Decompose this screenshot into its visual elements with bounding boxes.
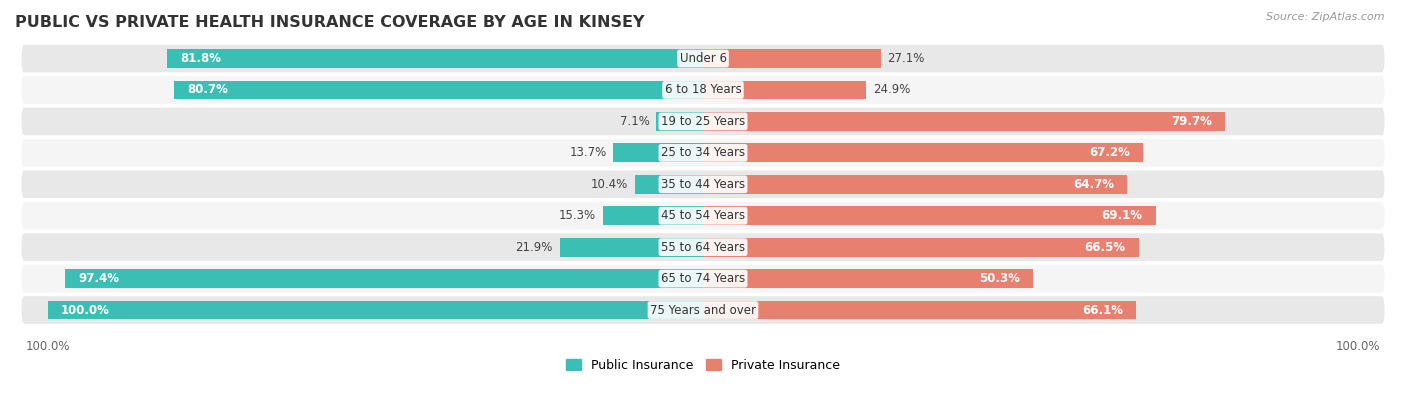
Text: 81.8%: 81.8% (180, 52, 221, 65)
Legend: Public Insurance, Private Insurance: Public Insurance, Private Insurance (561, 354, 845, 377)
Bar (167, 49, 703, 68)
Bar (636, 175, 703, 194)
Text: 6 to 18 Years: 6 to 18 Years (665, 83, 741, 97)
Text: 45 to 54 Years: 45 to 54 Years (661, 209, 745, 222)
Text: 97.4%: 97.4% (77, 272, 120, 285)
Text: 55 to 64 Years: 55 to 64 Years (661, 241, 745, 254)
Text: 13.7%: 13.7% (569, 146, 606, 159)
FancyBboxPatch shape (21, 171, 1385, 198)
Text: 66.1%: 66.1% (1083, 304, 1123, 316)
Bar (703, 81, 866, 100)
Text: 19 to 25 Years: 19 to 25 Years (661, 115, 745, 128)
FancyBboxPatch shape (21, 296, 1385, 324)
Bar (703, 206, 1156, 225)
Text: PUBLIC VS PRIVATE HEALTH INSURANCE COVERAGE BY AGE IN KINSEY: PUBLIC VS PRIVATE HEALTH INSURANCE COVER… (15, 15, 644, 30)
Bar (560, 238, 703, 256)
Bar (65, 269, 703, 288)
Bar (703, 175, 1128, 194)
Text: 21.9%: 21.9% (516, 241, 553, 254)
Bar (703, 269, 1032, 288)
Bar (174, 81, 703, 100)
Text: 27.1%: 27.1% (887, 52, 925, 65)
Bar (703, 143, 1143, 162)
Bar (703, 301, 1136, 320)
Text: 80.7%: 80.7% (187, 83, 228, 97)
Text: 100.0%: 100.0% (60, 304, 110, 316)
Text: 50.3%: 50.3% (979, 272, 1019, 285)
Text: 66.5%: 66.5% (1084, 241, 1126, 254)
FancyBboxPatch shape (21, 265, 1385, 292)
Bar (703, 49, 880, 68)
Text: 67.2%: 67.2% (1090, 146, 1130, 159)
Text: 65 to 74 Years: 65 to 74 Years (661, 272, 745, 285)
FancyBboxPatch shape (21, 76, 1385, 104)
Bar (603, 206, 703, 225)
Bar (703, 112, 1225, 131)
Bar (703, 238, 1139, 256)
Bar (613, 143, 703, 162)
Bar (48, 301, 703, 320)
FancyBboxPatch shape (21, 139, 1385, 167)
Text: 35 to 44 Years: 35 to 44 Years (661, 178, 745, 191)
FancyBboxPatch shape (21, 45, 1385, 72)
Text: Under 6: Under 6 (679, 52, 727, 65)
Text: 79.7%: 79.7% (1171, 115, 1212, 128)
Text: 64.7%: 64.7% (1073, 178, 1114, 191)
Text: 7.1%: 7.1% (620, 115, 650, 128)
Text: 25 to 34 Years: 25 to 34 Years (661, 146, 745, 159)
Text: Source: ZipAtlas.com: Source: ZipAtlas.com (1267, 12, 1385, 22)
Text: 75 Years and over: 75 Years and over (650, 304, 756, 316)
Text: 69.1%: 69.1% (1102, 209, 1143, 222)
Text: 10.4%: 10.4% (591, 178, 628, 191)
Text: 15.3%: 15.3% (560, 209, 596, 222)
FancyBboxPatch shape (21, 202, 1385, 230)
FancyBboxPatch shape (21, 233, 1385, 261)
FancyBboxPatch shape (21, 108, 1385, 135)
Text: 24.9%: 24.9% (873, 83, 910, 97)
Bar (657, 112, 703, 131)
